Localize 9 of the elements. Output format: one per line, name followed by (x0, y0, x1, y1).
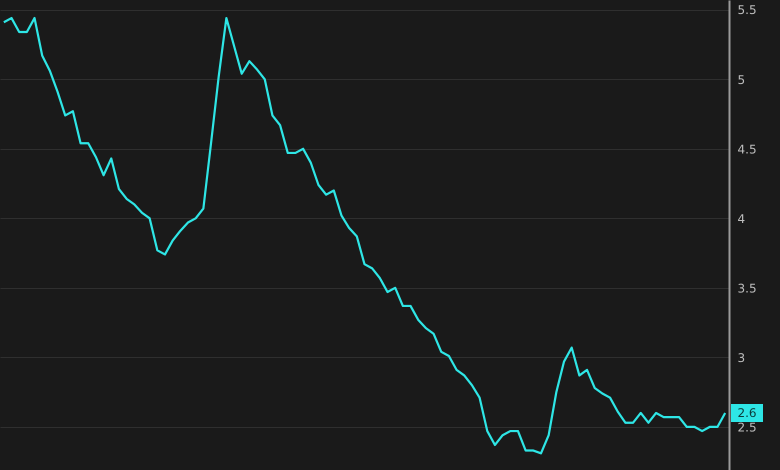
y-tick-label: 4.5 (738, 142, 757, 156)
y-tick-label: 3.5 (738, 281, 757, 296)
y-tick-label: 5.5 (738, 3, 757, 18)
data-label: 2.6 (737, 406, 757, 420)
y-tick-label: 5 (738, 72, 746, 87)
y-tick-label: 2.5 (738, 420, 757, 434)
y-tick-label: 3 (738, 350, 746, 365)
line-series (2, 16, 726, 454)
y-tick-label: 4 (738, 212, 746, 226)
